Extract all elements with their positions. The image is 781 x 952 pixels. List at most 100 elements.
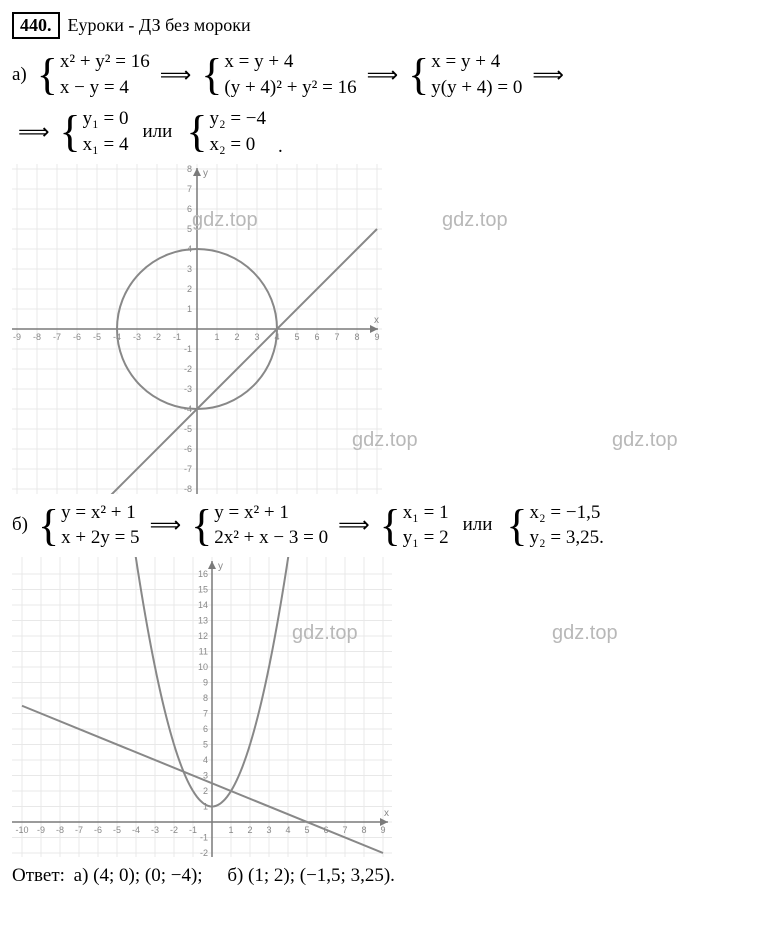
eq: x₁ = 4 — [83, 132, 129, 158]
arrow: ⟹ — [367, 62, 399, 88]
eq: (y + 4)² + y² = 16 — [224, 75, 356, 101]
svg-text:15: 15 — [198, 584, 208, 594]
solution-a2: { y₂ = −4 x₂ = 0 — [186, 106, 266, 157]
svg-text:-3: -3 — [184, 384, 192, 394]
arrow: ⟹ — [160, 62, 192, 88]
chart-b-container: -10-9-8-7-6-5-4-3-2-1123456789-2-1123456… — [12, 557, 772, 857]
part-a-label: а) — [12, 64, 27, 86]
svg-text:-7: -7 — [184, 464, 192, 474]
chart-a-container: -9-8-7-6-5-4-3-2-1123456789-8-7-6-5-4-3-… — [12, 164, 772, 494]
eq: y₂ = 3,25. — [530, 525, 604, 551]
system-b1: { y = x² + 1 x + 2y = 5 — [38, 500, 140, 551]
svg-text:9: 9 — [203, 677, 208, 687]
svg-text:6: 6 — [187, 204, 192, 214]
or-text: или — [143, 121, 173, 143]
svg-text:-6: -6 — [73, 332, 81, 342]
svg-text:7: 7 — [342, 825, 347, 835]
svg-text:-2: -2 — [170, 825, 178, 835]
svg-text:14: 14 — [198, 600, 208, 610]
eq: y = x² + 1 — [61, 500, 139, 526]
svg-text:-8: -8 — [56, 825, 64, 835]
svg-text:-9: -9 — [37, 825, 45, 835]
eq: y = x² + 1 — [214, 500, 328, 526]
svg-text:-4: -4 — [132, 825, 140, 835]
part-a-line1: а) { x² + y² = 16 x − y = 4 ⟹ { x = y + … — [12, 49, 769, 100]
eq: y₁ = 0 — [83, 106, 129, 132]
eq: x₂ = 0 — [209, 132, 266, 158]
header-text: Еуроки - ДЗ без мороки — [68, 15, 251, 36]
svg-text:-6: -6 — [184, 444, 192, 454]
svg-text:x: x — [384, 808, 389, 819]
watermark: gdz.top — [442, 209, 508, 232]
header-row: 440. Еуроки - ДЗ без мороки — [12, 12, 769, 39]
svg-text:-1: -1 — [189, 825, 197, 835]
or-text: или — [463, 514, 493, 536]
svg-text:5: 5 — [304, 825, 309, 835]
svg-text:y: y — [218, 561, 223, 572]
svg-text:-7: -7 — [75, 825, 83, 835]
svg-text:8: 8 — [203, 693, 208, 703]
svg-text:-5: -5 — [184, 424, 192, 434]
arrow: ⟹ — [532, 62, 564, 88]
eq: x₂ = −1,5 — [530, 500, 604, 526]
eq: x₁ = 1 — [403, 500, 449, 526]
eq: 2x² + x − 3 = 0 — [214, 525, 328, 551]
solution-b1: { x₁ = 1 y₁ = 2 — [380, 500, 449, 551]
system-a2: { x = y + 4 (y + 4)² + y² = 16 — [201, 49, 356, 100]
svg-text:7: 7 — [187, 184, 192, 194]
svg-text:-8: -8 — [184, 484, 192, 494]
problem-number: 440. — [12, 12, 60, 39]
svg-text:3: 3 — [254, 332, 259, 342]
svg-text:1: 1 — [214, 332, 219, 342]
part-b-line: б) { y = x² + 1 x + 2y = 5 ⟹ { y = x² + … — [12, 500, 769, 551]
svg-text:5: 5 — [187, 224, 192, 234]
solution-b2: { x₂ = −1,5 y₂ = 3,25. — [506, 500, 603, 551]
svg-text:-1: -1 — [184, 344, 192, 354]
svg-text:11: 11 — [199, 646, 208, 656]
eq: y(y + 4) = 0 — [431, 75, 522, 101]
svg-text:-5: -5 — [113, 825, 121, 835]
svg-text:-5: -5 — [93, 332, 101, 342]
svg-text:4: 4 — [285, 825, 290, 835]
period: . — [278, 136, 283, 158]
watermark: gdz.top — [552, 622, 618, 645]
svg-text:-3: -3 — [133, 332, 141, 342]
svg-text:-2: -2 — [153, 332, 161, 342]
svg-text:-7: -7 — [53, 332, 61, 342]
svg-text:-3: -3 — [151, 825, 159, 835]
svg-text:7: 7 — [203, 708, 208, 718]
svg-text:5: 5 — [203, 739, 208, 749]
arrow: ⟹ — [338, 512, 370, 538]
svg-text:16: 16 — [198, 569, 208, 579]
eq: y₂ = −4 — [209, 106, 266, 132]
svg-text:8: 8 — [187, 164, 192, 174]
svg-text:1: 1 — [187, 304, 192, 314]
eq: x + 2y = 5 — [61, 525, 139, 551]
svg-text:9: 9 — [380, 825, 385, 835]
solution-a1: { y₁ = 0 x₁ = 4 — [60, 106, 129, 157]
svg-text:-8: -8 — [33, 332, 41, 342]
svg-text:10: 10 — [198, 662, 208, 672]
answer-b: б) (1; 2); (−1,5; 3,25). — [227, 865, 395, 886]
answer-label: Ответ: — [12, 865, 65, 886]
svg-text:1: 1 — [228, 825, 233, 835]
svg-text:6: 6 — [314, 332, 319, 342]
part-b-label: б) — [12, 514, 28, 536]
chart-b: -10-9-8-7-6-5-4-3-2-1123456789-2-1123456… — [12, 557, 392, 857]
svg-text:2: 2 — [203, 786, 208, 796]
svg-text:-1: -1 — [200, 832, 208, 842]
eq: x = y + 4 — [224, 49, 356, 75]
svg-text:-2: -2 — [184, 364, 192, 374]
eq: x − y = 4 — [60, 75, 150, 101]
part-a-line2: ⟹ { y₁ = 0 x₁ = 4 или { y₂ = −4 x₂ = 0 . — [12, 106, 769, 157]
arrow: ⟹ — [150, 512, 182, 538]
system-a3: { x = y + 4 y(y + 4) = 0 — [408, 49, 522, 100]
eq: x = y + 4 — [431, 49, 522, 75]
svg-text:9: 9 — [374, 332, 379, 342]
system-a1: { x² + y² = 16 x − y = 4 — [37, 49, 150, 100]
svg-text:-10: -10 — [15, 825, 28, 835]
answer-line: Ответ: а) (4; 0); (0; −4); б) (1; 2); (−… — [12, 865, 769, 887]
svg-text:8: 8 — [361, 825, 366, 835]
svg-text:y: y — [203, 168, 208, 179]
svg-text:x: x — [374, 315, 379, 326]
